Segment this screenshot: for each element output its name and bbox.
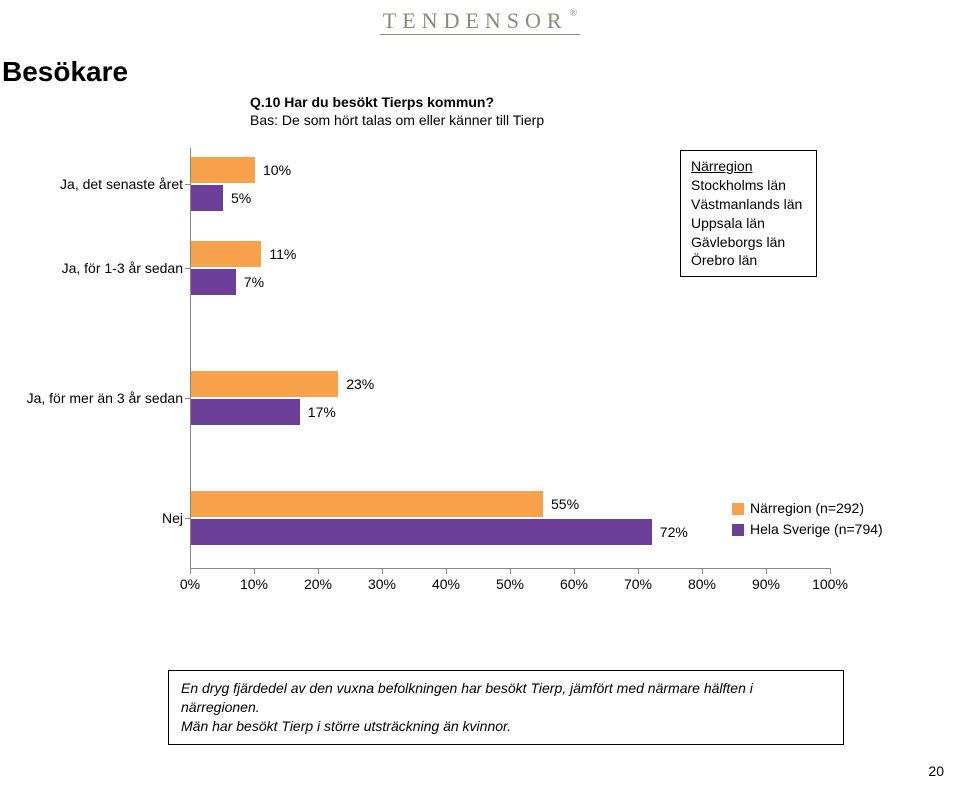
category-label: Ja, för mer än 3 år sedan	[13, 390, 183, 406]
bar	[191, 157, 255, 183]
x-tick-label: 70%	[624, 576, 652, 592]
chart-title: Q.10 Har du besökt Tierps kommun?	[250, 94, 494, 110]
bar	[191, 519, 652, 545]
legend: Närregion (n=292) Hela Sverige (n=794)	[732, 498, 883, 540]
category-label: Ja, för 1-3 år sedan	[13, 260, 183, 276]
bar-value-label: 23%	[346, 376, 374, 392]
category-label: Ja, det senaste året	[13, 176, 183, 192]
bar-value-label: 17%	[308, 404, 336, 420]
bar-value-label: 55%	[551, 496, 579, 512]
bar-value-label: 7%	[244, 274, 264, 290]
legend-item: Närregion (n=292)	[732, 498, 883, 519]
x-tick-label: 10%	[240, 576, 268, 592]
brand-logo-underline	[380, 34, 580, 35]
x-tick-label: 60%	[560, 576, 588, 592]
chart-subtitle: Bas: De som hört talas om eller känner t…	[250, 112, 544, 128]
legend-label: Närregion (n=292)	[750, 498, 864, 519]
category-label: Nej	[13, 510, 183, 526]
page-title: Besökare	[2, 56, 128, 88]
bar	[191, 185, 223, 211]
page-number: 20	[928, 763, 944, 779]
bar	[191, 269, 236, 295]
registered-icon: ®	[570, 8, 578, 19]
bar-value-label: 5%	[231, 190, 251, 206]
legend-label: Hela Sverige (n=794)	[750, 519, 883, 540]
legend-swatch-icon	[732, 503, 744, 515]
x-tick-label: 100%	[812, 576, 848, 592]
bar-value-label: 72%	[660, 524, 688, 540]
bar-value-label: 10%	[263, 162, 291, 178]
footnote-box: En dryg fjärdedel av den vuxna befolknin…	[168, 670, 844, 745]
footnote-line: En dryg fjärdedel av den vuxna befolknin…	[181, 679, 831, 717]
legend-swatch-icon	[732, 524, 744, 536]
brand-logo-text: TENDENSOR	[383, 8, 568, 33]
x-axis: 0%10%20%30%40%50%60%70%80%90%100%	[190, 568, 830, 608]
x-tick-label: 30%	[368, 576, 396, 592]
x-tick-label: 90%	[752, 576, 780, 592]
legend-item: Hela Sverige (n=794)	[732, 519, 883, 540]
bar	[191, 241, 261, 267]
brand-logo: TENDENSOR®	[383, 8, 577, 34]
x-tick-label: 40%	[432, 576, 460, 592]
bar	[191, 399, 300, 425]
x-tick-label: 80%	[688, 576, 716, 592]
x-tick-label: 20%	[304, 576, 332, 592]
page: TENDENSOR® Besökare Q.10 Har du besökt T…	[0, 0, 960, 789]
footnote-line: Män har besökt Tierp i större utsträckni…	[181, 717, 831, 736]
bar	[191, 371, 338, 397]
x-tick-label: 50%	[496, 576, 524, 592]
bar	[191, 491, 543, 517]
bar-value-label: 11%	[269, 246, 296, 262]
x-tick-label: 0%	[180, 576, 200, 592]
